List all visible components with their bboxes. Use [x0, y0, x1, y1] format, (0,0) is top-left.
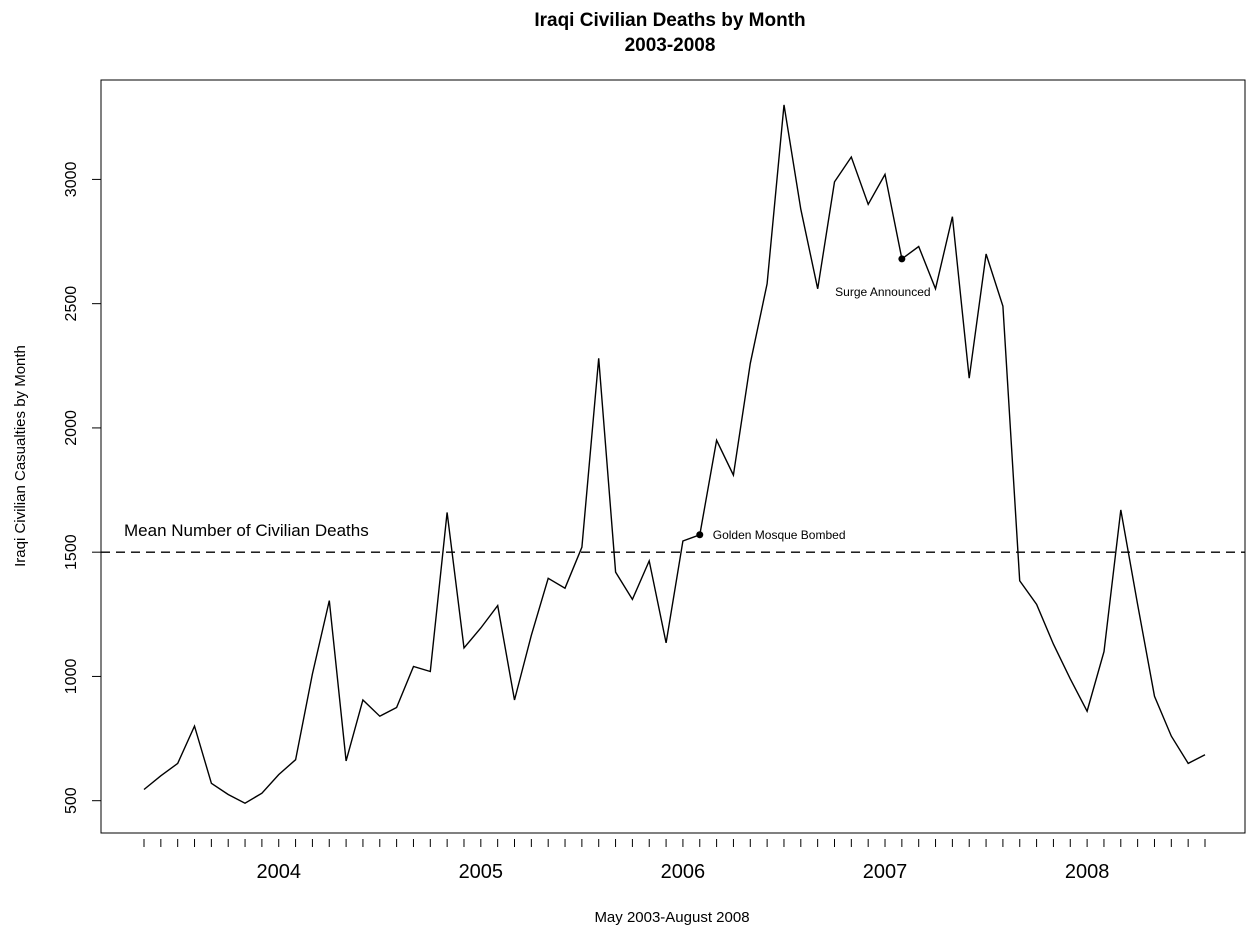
y-tick-label: 2000 — [63, 410, 80, 446]
annotation-label: Surge Announced — [835, 285, 930, 299]
mean-line-label: Mean Number of Civilian Deaths — [124, 521, 369, 540]
x-year-label: 2004 — [256, 861, 301, 883]
series-line-civilian-deaths — [143, 104, 1206, 805]
annotation-group: Golden Mosque Bombed Surge Announced — [696, 255, 931, 542]
x-year-label: 2006 — [661, 861, 706, 883]
x-year-label: 2008 — [1065, 861, 1110, 883]
x-year-label: 2007 — [863, 861, 908, 883]
y-tick-label: 1000 — [63, 659, 80, 695]
y-tick-label: 1500 — [63, 534, 80, 570]
y-axis-label: Iraqi Civilian Casualties by Month — [12, 345, 29, 567]
x-axis-label: May 2003-August 2008 — [594, 909, 749, 926]
annotation-point — [696, 531, 704, 539]
y-axis: 500 1000 1500 2000 2500 3000 — [63, 162, 101, 814]
y-tick-label: 500 — [63, 787, 80, 814]
y-tick-label: 3000 — [63, 162, 80, 198]
x-year-label: 2005 — [459, 861, 504, 883]
chart-title-line-1: Iraqi Civilian Deaths by Month — [534, 10, 805, 31]
mean-line-group: Mean Number of Civilian Deaths — [101, 521, 1245, 553]
y-tick-label: 2500 — [63, 286, 80, 322]
annotation-label: Golden Mosque Bombed — [713, 528, 846, 542]
x-axis: 2004 2005 2006 2007 2008 — [143, 839, 1206, 883]
annotation-point — [898, 255, 906, 263]
series-group — [143, 104, 1206, 805]
chart-title-line-2: 2003-2008 — [625, 35, 716, 56]
plot-area-frame — [100, 79, 1246, 834]
